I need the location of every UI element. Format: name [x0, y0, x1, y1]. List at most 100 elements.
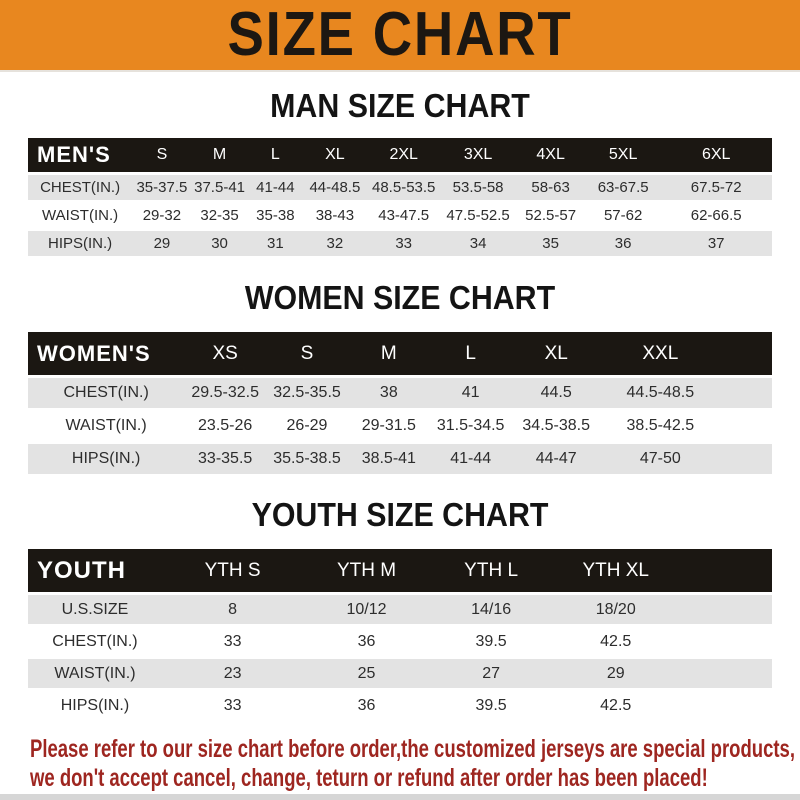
value-cell: 42.5: [552, 627, 679, 656]
table-title-cell: WOMEN'S: [28, 332, 185, 375]
value-cell: 34.5-38.5: [511, 411, 601, 441]
value-cell: 29.5-32.5: [184, 378, 267, 408]
table-header-row: MEN'S S M L XL 2XL 3XL 4XL 5XL 6XL: [28, 138, 772, 172]
value-cell: 44.5: [511, 378, 601, 408]
size-header-cell: XXL: [600, 332, 720, 375]
filler-cell: [719, 332, 772, 375]
value-cell: 53.5-58: [440, 175, 516, 200]
value-cell: 35.5-38.5: [266, 444, 348, 474]
value-cell: 33: [366, 231, 441, 256]
size-header-cell: 5XL: [585, 138, 661, 172]
row-label-cell: WAIST(IN.): [28, 411, 185, 441]
filler-cell: [678, 595, 772, 624]
table-row: HIPS(IN.) 29 30 31 32 33 34 35 36 37: [28, 231, 772, 256]
value-cell: 41-44: [247, 175, 304, 200]
value-cell: 47-50: [600, 444, 720, 474]
man-size-section: MAN SIZE CHART MEN'S S M L XL 2XL 3XL 4XL 5XL 6XL…: [0, 87, 800, 259]
filler-cell: [678, 691, 772, 720]
filler-cell: [719, 378, 772, 408]
footer-line-1: Please refer to our size chart before or…: [30, 735, 795, 763]
value-cell: 23: [161, 659, 304, 688]
size-header-cell: YTH S: [161, 549, 304, 592]
value-cell: 44-48.5: [303, 175, 367, 200]
table-row: HIPS(IN.) 33 36 39.5 42.5: [28, 691, 772, 720]
size-header-cell: M: [191, 138, 248, 172]
footer-disclaimer: Please refer to our size chart before or…: [30, 735, 795, 793]
value-cell: 57-62: [585, 203, 661, 228]
filler-cell: [678, 549, 772, 592]
value-cell: 26-29: [266, 411, 348, 441]
value-cell: 27: [429, 659, 553, 688]
value-cell: 10/12: [303, 595, 430, 624]
value-cell: 31.5-34.5: [429, 411, 512, 441]
size-header-cell: 3XL: [440, 138, 516, 172]
row-label-cell: WAIST(IN.): [28, 203, 133, 228]
value-cell: 29-31.5: [347, 411, 430, 441]
value-cell: 62-66.5: [660, 203, 772, 228]
value-cell: 42.5: [552, 691, 679, 720]
value-cell: 36: [303, 691, 430, 720]
size-header-cell: 6XL: [660, 138, 772, 172]
table-row: U.S.SIZE 8 10/12 14/16 18/20: [28, 595, 772, 624]
value-cell: 38-43: [303, 203, 367, 228]
value-cell: 36: [303, 627, 430, 656]
value-cell: 37: [660, 231, 772, 256]
value-cell: 38.5-41: [347, 444, 430, 474]
women-size-table: WOMEN'S XS S M L XL XXL CHEST(IN.) 29.5-32.5 32.5…: [28, 329, 772, 477]
row-label-cell: WAIST(IN.): [28, 659, 162, 688]
table-row: WAIST(IN.) 23.5-26 26-29 29-31.5 31.5-34.5 34…: [28, 411, 772, 441]
table-header-row: YOUTH YTH S YTH M YTH L YTH XL: [28, 549, 772, 592]
value-cell: 29-32: [132, 203, 192, 228]
row-label-cell: HIPS(IN.): [28, 231, 133, 256]
size-header-cell: XL: [303, 138, 367, 172]
value-cell: 58-63: [515, 175, 586, 200]
size-header-cell: YTH M: [303, 549, 430, 592]
banner-title: SIZE CHART: [227, 0, 573, 69]
filler-cell: [719, 444, 772, 474]
value-cell: 36: [585, 231, 661, 256]
value-cell: 33: [161, 627, 304, 656]
value-cell: 32-35: [191, 203, 248, 228]
row-label-cell: CHEST(IN.): [28, 175, 133, 200]
value-cell: 30: [191, 231, 248, 256]
value-cell: 14/16: [429, 595, 553, 624]
youth-section-heading: YOUTH SIZE CHART: [251, 496, 549, 533]
size-header-cell: YTH XL: [552, 549, 679, 592]
size-header-cell: XS: [184, 332, 267, 375]
size-header-cell: YTH L: [429, 549, 553, 592]
value-cell: 35-38: [247, 203, 304, 228]
table-row: CHEST(IN.) 29.5-32.5 32.5-35.5 38 41 44.5 44.5…: [28, 378, 772, 408]
table-row: CHEST(IN.) 35-37.5 37.5-41 41-44 44-48.5 48.5…: [28, 175, 772, 200]
value-cell: 44-47: [511, 444, 601, 474]
filler-cell: [719, 411, 772, 441]
value-cell: 35-37.5: [132, 175, 192, 200]
value-cell: 39.5: [429, 691, 553, 720]
row-label-cell: U.S.SIZE: [28, 595, 162, 624]
value-cell: 8: [161, 595, 304, 624]
value-cell: 31: [247, 231, 304, 256]
value-cell: 29: [552, 659, 679, 688]
size-header-cell: M: [347, 332, 430, 375]
value-cell: 63-67.5: [585, 175, 661, 200]
row-label-cell: CHEST(IN.): [28, 378, 185, 408]
value-cell: 44.5-48.5: [600, 378, 720, 408]
size-header-cell: L: [247, 138, 304, 172]
value-cell: 33-35.5: [184, 444, 267, 474]
value-cell: 39.5: [429, 627, 553, 656]
value-cell: 38: [347, 378, 430, 408]
footer-line-2: we don't accept cancel, change, teturn o…: [30, 764, 708, 792]
filler-cell: [678, 659, 772, 688]
women-size-section: WOMEN SIZE CHART WOMEN'S XS S M L XL XXL CHEST(…: [0, 279, 800, 477]
size-header-cell: 4XL: [515, 138, 586, 172]
value-cell: 18/20: [552, 595, 679, 624]
table-row: HIPS(IN.) 33-35.5 35.5-38.5 38.5-41 41-44 44-…: [28, 444, 772, 474]
value-cell: 34: [440, 231, 516, 256]
value-cell: 67.5-72: [660, 175, 772, 200]
table-row: WAIST(IN.) 23 25 27 29: [28, 659, 772, 688]
value-cell: 38.5-42.5: [600, 411, 720, 441]
value-cell: 32.5-35.5: [266, 378, 348, 408]
table-header-row: WOMEN'S XS S M L XL XXL: [28, 332, 772, 375]
women-section-heading: WOMEN SIZE CHART: [244, 279, 556, 316]
value-cell: 23.5-26: [184, 411, 267, 441]
